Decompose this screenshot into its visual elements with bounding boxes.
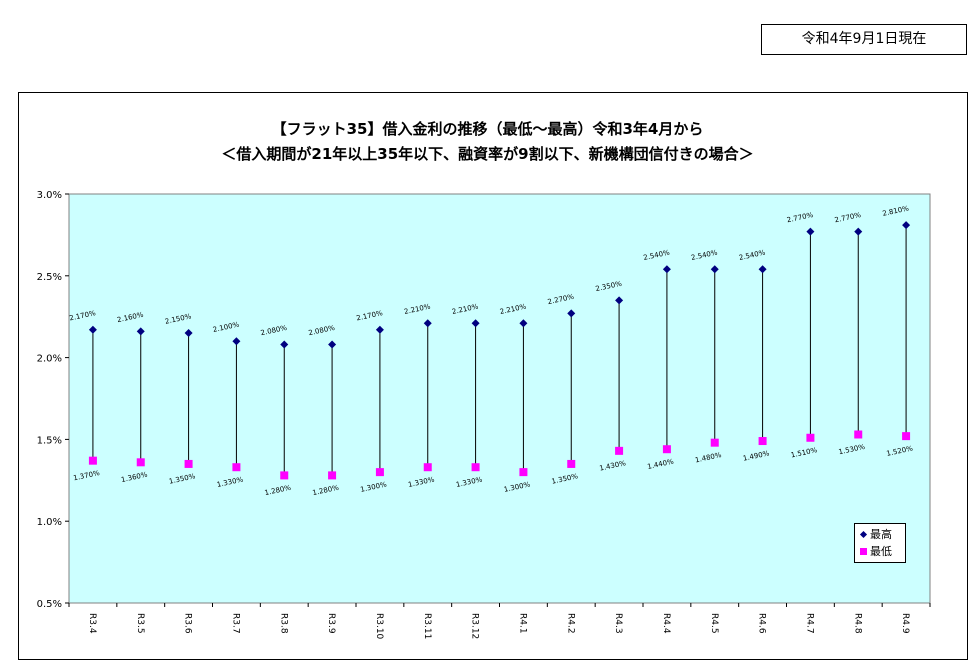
low-point — [328, 471, 337, 480]
x-tick-label: R4.3 — [613, 613, 623, 634]
high-point — [567, 309, 576, 318]
high-point — [615, 296, 624, 305]
x-tick-label: R4.7 — [804, 613, 814, 634]
y-tick-label: 0.5% — [37, 599, 62, 610]
date-label: 令和4年9月1日現在 — [761, 24, 967, 55]
low-point — [280, 471, 289, 480]
low-point — [854, 430, 863, 439]
low-point — [710, 438, 719, 447]
legend-label-high: 最高 — [870, 528, 892, 541]
x-tick-label: R3.7 — [230, 613, 240, 634]
high-point — [423, 319, 432, 328]
legend-item-low: 最低 — [859, 544, 892, 560]
low-point — [375, 468, 384, 477]
diamond-marker-icon — [859, 530, 868, 539]
low-point — [902, 432, 911, 441]
high-point — [136, 327, 145, 336]
y-tick-label: 2.0% — [37, 354, 62, 365]
low-point — [662, 445, 671, 454]
high-point — [710, 265, 719, 274]
high-point — [375, 325, 384, 334]
low-point — [88, 456, 97, 465]
square-marker-icon — [860, 548, 867, 555]
plot-area — [68, 193, 931, 604]
high-point — [328, 340, 337, 349]
y-tick-label: 1.0% — [37, 517, 62, 528]
y-tick-label: 3.0% — [37, 190, 62, 201]
x-tick-label: R4.8 — [852, 613, 862, 634]
low-point — [615, 446, 624, 455]
high-point — [806, 227, 815, 236]
low-point — [806, 433, 815, 442]
x-tick-label: R3.9 — [326, 613, 336, 634]
high-point — [471, 319, 480, 328]
low-point — [471, 463, 480, 472]
low-point — [519, 468, 528, 477]
x-tick-label: R4.9 — [900, 613, 910, 634]
high-point — [758, 265, 767, 274]
high-point — [280, 340, 289, 349]
legend-item-high: 最高 — [859, 527, 892, 543]
y-tick-label: 1.5% — [37, 435, 62, 446]
low-point — [423, 463, 432, 472]
high-point — [854, 227, 863, 236]
low-point — [136, 458, 145, 467]
high-point — [662, 265, 671, 274]
chart-legend: 最高 最低 — [854, 523, 906, 563]
low-point — [232, 463, 241, 472]
x-tick-label: R4.5 — [709, 613, 719, 634]
high-point — [902, 221, 911, 230]
x-tick-label: R3.10 — [374, 613, 384, 640]
high-point — [232, 337, 241, 346]
x-tick-label: R3.6 — [183, 613, 193, 634]
x-tick-label: R3.11 — [422, 613, 432, 639]
x-tick-label: R4.1 — [517, 613, 527, 634]
x-tick-label: R3.4 — [87, 613, 97, 634]
x-tick-label: R4.6 — [757, 613, 767, 634]
x-tick-label: R3.12 — [470, 613, 480, 639]
x-tick-label: R3.5 — [135, 613, 145, 634]
low-point — [184, 459, 193, 468]
x-tick-label: R4.2 — [565, 613, 575, 634]
y-tick-label: 2.5% — [37, 272, 62, 283]
low-point — [567, 459, 576, 468]
high-point — [184, 329, 193, 338]
low-point — [758, 437, 767, 446]
legend-label-low: 最低 — [870, 545, 892, 558]
high-point — [88, 325, 97, 334]
high-point — [519, 319, 528, 328]
chart-subtitle: ＜借入期間が21年以上35年以下、融資率が9割以下、新機構団信付きの場合＞ — [221, 145, 754, 163]
x-tick-label: R4.4 — [661, 613, 671, 634]
x-tick-label: R3.8 — [278, 613, 288, 634]
chart-title: 【フラット35】借入金利の推移（最低～最高）令和3年4月から — [271, 120, 704, 138]
